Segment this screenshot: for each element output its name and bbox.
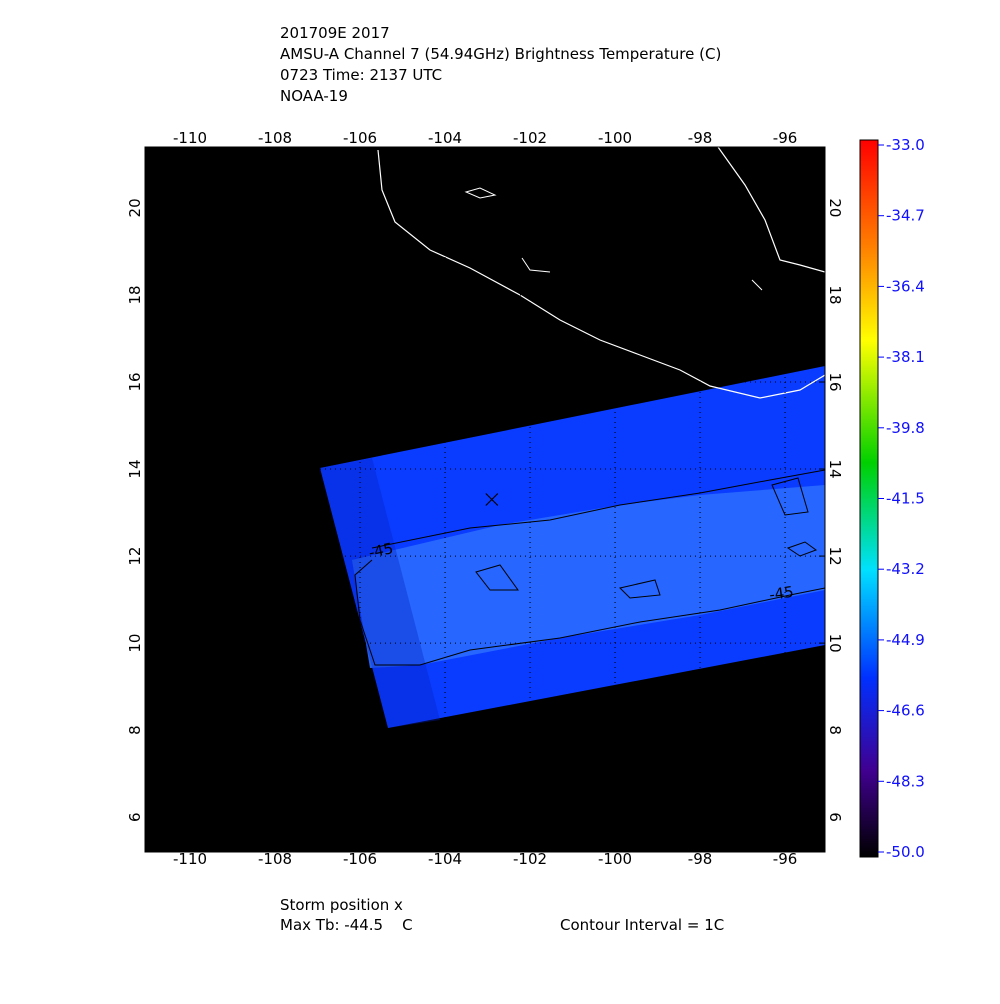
- lat-label-right: 20: [826, 198, 844, 217]
- colorbar-label: -38.1: [886, 348, 925, 366]
- map-content: -45 -45: [320, 147, 825, 728]
- header: 201709E 2017 AMSU-A Channel 7 (54.94GHz)…: [280, 24, 721, 105]
- lon-label-bottom: -108: [258, 850, 292, 868]
- colorbar: [859, 139, 879, 858]
- lat-label-left: 8: [126, 725, 144, 735]
- lon-label-bottom: -102: [513, 850, 547, 868]
- lat-label-right: 14: [826, 459, 844, 478]
- lon-label-bottom: -98: [688, 850, 713, 868]
- contour: [619, 579, 661, 599]
- lon-label-bottom: -106: [343, 850, 377, 868]
- lat-label-left: 16: [126, 372, 144, 391]
- colorbar-label: -46.6: [886, 702, 925, 720]
- lon-label-top: -96: [773, 129, 798, 147]
- title-line: NOAA-19: [280, 87, 348, 105]
- lon-label-bottom: -110: [173, 850, 207, 868]
- lon-label-top: -98: [688, 129, 713, 147]
- contour: [786, 541, 818, 557]
- colorbar-label: -48.3: [886, 772, 925, 790]
- title-line: AMSU-A Channel 7 (54.94GHz) Brightness T…: [280, 45, 721, 63]
- lon-label-top: -102: [513, 129, 547, 147]
- lat-label-left: 14: [126, 459, 144, 478]
- lon-label-top: -106: [343, 129, 377, 147]
- islands: [464, 187, 763, 291]
- lon-label-top: -110: [173, 129, 207, 147]
- lat-label-right: 12: [826, 547, 844, 566]
- contour-label: -45: [768, 583, 795, 604]
- swath-core: [352, 485, 825, 668]
- colorbar-label: -50.0: [886, 843, 925, 861]
- lat-label-right: 8: [826, 725, 844, 735]
- footer: Storm position x Max Tb: -44.5 C Contour…: [280, 896, 724, 934]
- colorbar-label: -41.5: [886, 490, 925, 508]
- colorbar-label: -43.2: [886, 560, 925, 578]
- colorbar-label: -44.9: [886, 631, 925, 649]
- lat-label-left: 12: [126, 547, 144, 566]
- colorbar-label: -34.7: [886, 207, 925, 225]
- lat-label-left: 10: [126, 634, 144, 653]
- lat-label-left: 18: [126, 285, 144, 304]
- title-line: 0723 Time: 2137 UTC: [280, 66, 442, 84]
- lon-label-top: -108: [258, 129, 292, 147]
- coastline: [717, 147, 825, 273]
- lon-label-top: -104: [428, 129, 462, 147]
- lat-label-right: 16: [826, 372, 844, 391]
- contour: [771, 477, 809, 516]
- lon-label-bottom: -100: [598, 850, 632, 868]
- coastline: [377, 149, 825, 399]
- lat-label-left: 6: [126, 812, 144, 822]
- lon-label-top: -100: [598, 129, 632, 147]
- contour: [354, 559, 825, 666]
- lat-label-left: 20: [126, 198, 144, 217]
- max-tb: Max Tb: -44.5 C: [280, 916, 413, 934]
- contour-label: -45: [367, 539, 395, 562]
- contour-interval: Contour Interval = 1C: [560, 916, 724, 934]
- storm-note: Storm position x: [280, 896, 403, 914]
- contour: [371, 469, 825, 549]
- contour: [475, 564, 519, 591]
- map-frame: [144, 146, 826, 853]
- colorbar-label: -36.4: [886, 277, 925, 295]
- lon-label-bottom: -96: [773, 850, 798, 868]
- swath-edge: [320, 458, 440, 728]
- title-line: 201709E 2017: [280, 24, 390, 42]
- storm-marker: [485, 493, 499, 506]
- colorbar-label: -39.8: [886, 419, 925, 437]
- lat-label-right: 10: [826, 634, 844, 653]
- grid: [145, 147, 825, 852]
- lat-label-right: 6: [826, 812, 844, 822]
- lat-label-right: 18: [826, 285, 844, 304]
- lon-label-bottom: -104: [428, 850, 462, 868]
- colorbar-label: -33.0: [886, 136, 925, 154]
